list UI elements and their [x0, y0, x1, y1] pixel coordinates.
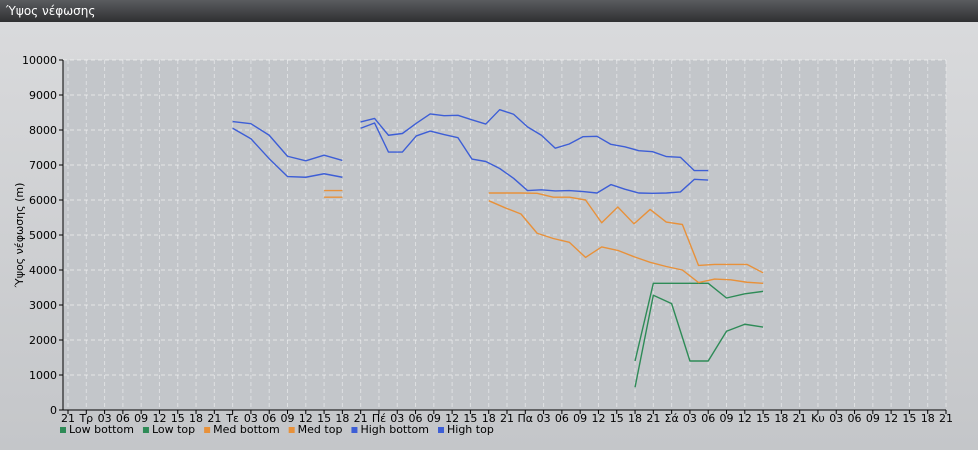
x-tick-label: 21	[207, 412, 221, 425]
legend-swatch	[288, 427, 295, 433]
x-tick-label: 15	[171, 412, 185, 425]
y-tick-label: 5000	[29, 229, 57, 242]
x-tick-label: 15	[463, 412, 477, 425]
x-tick-label: 12	[738, 412, 752, 425]
x-tick-label: 15	[317, 412, 331, 425]
x-tick-label: 21	[646, 412, 660, 425]
legend-label: Low top	[152, 423, 195, 436]
legend-label: Med top	[298, 423, 343, 436]
x-tick-label: 12	[445, 412, 459, 425]
legend-label: High top	[447, 423, 494, 436]
x-tick-label: 12	[299, 412, 313, 425]
x-tick-label: 09	[866, 412, 880, 425]
x-tick-label: 09	[134, 412, 148, 425]
x-tick-label: 15	[756, 412, 770, 425]
y-tick-label: 7000	[29, 159, 57, 172]
series-line-low-bottom	[634, 294, 764, 388]
x-tick-label: 18	[189, 412, 203, 425]
x-tick-label: 06	[409, 412, 423, 425]
x-tick-label: 03	[829, 412, 843, 425]
x-tick-label: Τρ	[78, 412, 93, 425]
x-tick-label: 15	[610, 412, 624, 425]
series-line-high-top	[232, 120, 343, 162]
x-tick-label: 15	[902, 412, 916, 425]
x-tick-label: 18	[335, 412, 349, 425]
legend-swatch	[438, 427, 444, 433]
series-line-high-bottom	[232, 127, 343, 178]
x-tick-label: 21	[500, 412, 514, 425]
series-line-high-top	[360, 108, 709, 172]
x-tick-label: Τε	[225, 412, 239, 425]
x-tick-label: 03	[98, 412, 112, 425]
x-tick-label: 09	[573, 412, 587, 425]
x-tick-label: Πα	[518, 412, 534, 425]
series-line-high-bottom	[360, 122, 709, 195]
x-tick-label: 06	[262, 412, 276, 425]
y-tick-label: 4000	[29, 264, 57, 277]
x-tick-label: Κυ	[811, 412, 825, 425]
x-tick-label: 03	[683, 412, 697, 425]
y-tick-label: 3000	[29, 299, 57, 312]
x-tick-label: 21	[61, 412, 75, 425]
x-tick-label: 09	[427, 412, 441, 425]
x-tick-label: 09	[720, 412, 734, 425]
x-tick-label: 18	[628, 412, 642, 425]
y-tick-label: 2000	[29, 334, 57, 347]
y-tick-label: 8000	[29, 124, 57, 137]
legend-swatch	[142, 427, 149, 433]
x-tick-label: 06	[701, 412, 715, 425]
x-tick-label: Πέ	[372, 412, 386, 425]
y-tick-label: 10000	[22, 54, 57, 67]
window-title: Ύψος νέφωσης	[6, 4, 96, 18]
x-tick-label: 06	[116, 412, 130, 425]
x-tick-label: 12	[591, 412, 605, 425]
x-tick-label: Σά	[665, 412, 679, 425]
x-tick-label: 03	[390, 412, 404, 425]
series-line-med-top	[488, 192, 764, 274]
x-tick-label: 06	[555, 412, 569, 425]
series-line-low-top	[634, 282, 764, 362]
legend-swatch	[60, 427, 66, 433]
x-tick-label: 18	[774, 412, 788, 425]
legend-label: High bottom	[360, 423, 429, 436]
series-line-med-bottom	[488, 200, 764, 284]
x-tick-label: 12	[152, 412, 166, 425]
x-tick-label: 18	[482, 412, 496, 425]
x-tick-label: 03	[537, 412, 551, 425]
y-tick-label: 9000	[29, 89, 57, 102]
y-tick-label: 0	[50, 404, 57, 417]
legend-label: Low bottom	[69, 423, 134, 436]
y-tick-label: 1000	[29, 369, 57, 382]
x-tick-label: 21	[354, 412, 368, 425]
x-tick-label: 21	[939, 412, 953, 425]
title-bar: Ύψος νέφωσης	[0, 0, 978, 22]
legend-label: Med bottom	[213, 423, 280, 436]
x-tick-label: 21	[793, 412, 807, 425]
legend-swatch	[351, 427, 358, 433]
y-tick-label: 6000	[29, 194, 57, 207]
x-tick-label: 09	[281, 412, 295, 425]
x-tick-label: 18	[921, 412, 935, 425]
x-tick-label: 06	[848, 412, 862, 425]
y-axis-label: Ύψος νέφωσης (m)	[13, 183, 26, 289]
legend-swatch	[204, 427, 211, 433]
x-tick-label: 03	[244, 412, 258, 425]
x-tick-label: 12	[884, 412, 898, 425]
